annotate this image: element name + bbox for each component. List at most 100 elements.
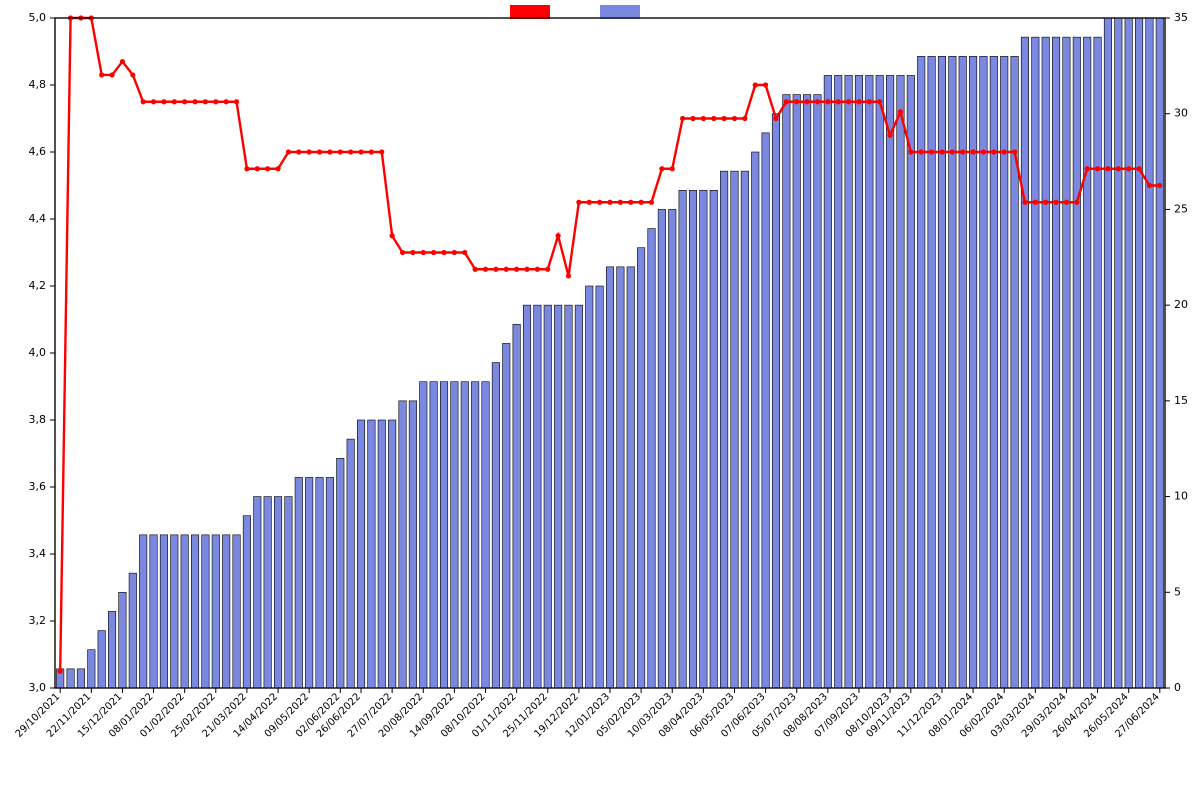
bar (337, 458, 344, 688)
bar (866, 75, 873, 688)
bar (1135, 18, 1142, 688)
y-left-label: 3,0 (29, 681, 47, 694)
line-marker (307, 149, 312, 154)
bar (814, 95, 821, 688)
bar (482, 382, 489, 688)
line-marker (815, 99, 820, 104)
line-marker (649, 200, 654, 205)
legend-swatch (600, 5, 640, 19)
bar (772, 114, 779, 688)
line-marker (587, 200, 592, 205)
line-marker (452, 250, 457, 255)
line-marker (784, 99, 789, 104)
line-marker (109, 72, 114, 77)
line-marker (805, 99, 810, 104)
bar (513, 324, 520, 688)
line-marker (244, 166, 249, 171)
bar (150, 535, 157, 688)
bar (627, 267, 634, 688)
y-right-label: 15 (1174, 394, 1188, 407)
bar (202, 535, 209, 688)
bar (1115, 18, 1122, 688)
bar (305, 477, 312, 688)
bar (1052, 37, 1059, 688)
line-marker (545, 267, 550, 272)
y-right-label: 0 (1174, 681, 1181, 694)
bar (669, 209, 676, 688)
line-marker (441, 250, 446, 255)
y-right-label: 35 (1174, 11, 1188, 24)
line-marker (908, 149, 913, 154)
bar (171, 535, 178, 688)
line-marker (773, 116, 778, 121)
line-marker (172, 99, 177, 104)
line-marker (711, 116, 716, 121)
line-marker (1074, 200, 1079, 205)
bar (596, 286, 603, 688)
line-marker (421, 250, 426, 255)
line-marker (317, 149, 322, 154)
bar (720, 171, 727, 688)
bar (544, 305, 551, 688)
bar (534, 305, 541, 688)
bar (98, 631, 105, 688)
bar (503, 343, 510, 688)
line-marker (576, 200, 581, 205)
line-marker (981, 149, 986, 154)
line-marker (524, 267, 529, 272)
bar (264, 497, 271, 688)
line-marker (192, 99, 197, 104)
line-marker (400, 250, 405, 255)
line-marker (224, 99, 229, 104)
line-marker (286, 149, 291, 154)
line-marker (327, 149, 332, 154)
line-marker (483, 267, 488, 272)
y-left-label: 4,2 (29, 279, 47, 292)
y-left-label: 3,4 (29, 547, 47, 560)
bar (285, 497, 292, 688)
line-marker (887, 133, 892, 138)
line-marker (161, 99, 166, 104)
line-marker (234, 99, 239, 104)
y-left-label: 3,6 (29, 480, 47, 493)
line-marker (348, 149, 353, 154)
bar (119, 592, 126, 688)
line-marker (607, 200, 612, 205)
line-marker (514, 267, 519, 272)
bar (637, 248, 644, 688)
bar (88, 650, 95, 688)
y-right-label: 30 (1174, 107, 1188, 120)
line-marker (58, 669, 63, 674)
line-marker (1043, 200, 1048, 205)
line-marker (151, 99, 156, 104)
bar (741, 171, 748, 688)
line-marker (742, 116, 747, 121)
bar (523, 305, 530, 688)
line-marker (1012, 149, 1017, 154)
line-marker (618, 200, 623, 205)
bar (606, 267, 613, 688)
bar (710, 190, 717, 688)
bar (1083, 37, 1090, 688)
bar (368, 420, 375, 688)
bar (388, 420, 395, 688)
bar (793, 95, 800, 688)
bar (1032, 37, 1039, 688)
bar (357, 420, 364, 688)
line-marker (597, 200, 602, 205)
y-left-label: 4,0 (29, 346, 47, 359)
line-marker (991, 149, 996, 154)
bar (1125, 18, 1132, 688)
line-marker (296, 149, 301, 154)
line-marker (1147, 183, 1152, 188)
y-left-label: 4,8 (29, 78, 47, 91)
line-marker (919, 149, 924, 154)
bar (1104, 18, 1111, 688)
y-right-label: 10 (1174, 490, 1188, 503)
line-marker (1002, 149, 1007, 154)
bar (409, 401, 416, 688)
bar (420, 382, 427, 688)
bar (648, 229, 655, 688)
bar (129, 573, 136, 688)
line-marker (877, 99, 882, 104)
